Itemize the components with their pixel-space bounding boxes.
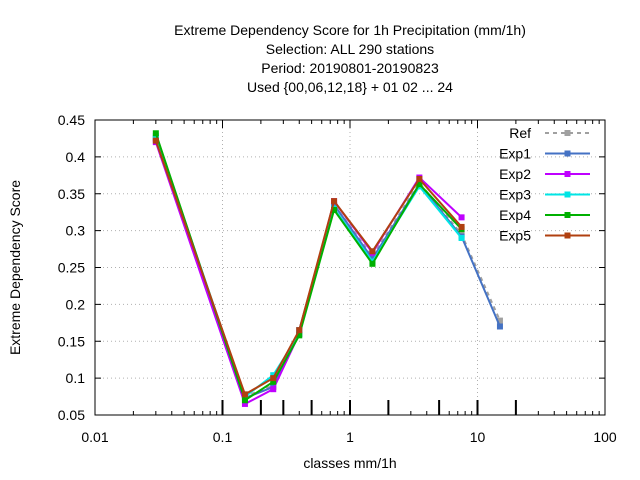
- legend-marker: [564, 212, 571, 218]
- data-point: [496, 323, 503, 330]
- x-tick-label: 10: [470, 429, 486, 445]
- data-point: [369, 260, 376, 267]
- series-line: [154, 138, 501, 400]
- legend-marker: [564, 130, 571, 136]
- data-point: [458, 235, 465, 241]
- data-point: [369, 248, 376, 255]
- data-point: [152, 130, 159, 137]
- series-exp5: [152, 137, 465, 398]
- y-tick-label: 0.05: [58, 407, 85, 423]
- y-tick-label: 0.1: [66, 370, 86, 386]
- data-point: [416, 176, 423, 182]
- data-point: [296, 332, 303, 339]
- x-tick-label: 0.1: [213, 429, 233, 445]
- y-axis-ticks: 0.05 0.1 0.15 0.2 0.25 0.3 0.35 0.4 0.45: [58, 112, 605, 423]
- data-point: [458, 214, 465, 221]
- y-tick-label: 0.4: [66, 149, 86, 165]
- y-axis-label: Extreme Dependency Score: [7, 180, 23, 355]
- series-line: [154, 135, 463, 399]
- y-tick-label: 0.15: [58, 333, 85, 349]
- legend-label: Exp1: [499, 146, 531, 162]
- data-point: [331, 198, 338, 205]
- y-tick-label: 0.2: [66, 296, 86, 312]
- data-point: [458, 223, 465, 230]
- data-point: [270, 375, 277, 382]
- data-point: [296, 327, 303, 334]
- data-point: [496, 317, 503, 324]
- data-point: [331, 206, 338, 213]
- legend-marker: [564, 232, 571, 239]
- title-line: Used {00,06,12,18} + 01 02 ... 24: [247, 79, 453, 95]
- grid-lines: [95, 120, 605, 415]
- title-line: Extreme Dependency Score for 1h Precipit…: [174, 22, 526, 38]
- x-tick-label: 1: [346, 429, 354, 445]
- x-tick-label: 100: [593, 429, 617, 445]
- x-axis-label: classes mm/1h: [303, 455, 396, 471]
- y-tick-label: 0.45: [58, 112, 85, 128]
- series-line: [154, 138, 501, 398]
- legend-marker: [564, 191, 571, 198]
- x-tick-label: 0.01: [81, 429, 108, 445]
- series-line: [154, 140, 463, 396]
- legend-label: Exp4: [499, 207, 531, 223]
- y-tick-label: 0.25: [58, 260, 85, 276]
- data-point: [241, 397, 248, 404]
- data-point: [416, 181, 423, 188]
- legend-marker: [564, 171, 571, 177]
- legend-label: Exp3: [499, 187, 531, 203]
- data-point: [241, 391, 248, 398]
- series-exp1: [152, 135, 503, 402]
- data-point: [270, 386, 277, 393]
- y-tick-label: 0.35: [58, 186, 85, 202]
- legend-label: Exp2: [499, 166, 531, 182]
- y-tick-label: 0.3: [66, 223, 86, 239]
- data-point: [241, 400, 248, 407]
- data-point: [152, 137, 159, 144]
- title-line: Selection: ALL 290 stations: [266, 41, 434, 57]
- legend: Ref Exp1 Exp2 Exp3 Exp4 Exp5: [499, 125, 590, 244]
- x-axis-ticks: 0.01 0.1 1 10 100: [81, 120, 617, 445]
- data-series: [152, 130, 503, 407]
- series-line: [154, 132, 463, 402]
- chart-title: Extreme Dependency Score for 1h Precipit…: [174, 22, 526, 95]
- legend-label: Exp5: [499, 228, 531, 244]
- legend-label: Ref: [509, 125, 531, 141]
- legend-marker: [564, 150, 571, 157]
- data-point: [270, 378, 277, 385]
- title-line: Period: 20190801-20190823: [261, 60, 439, 76]
